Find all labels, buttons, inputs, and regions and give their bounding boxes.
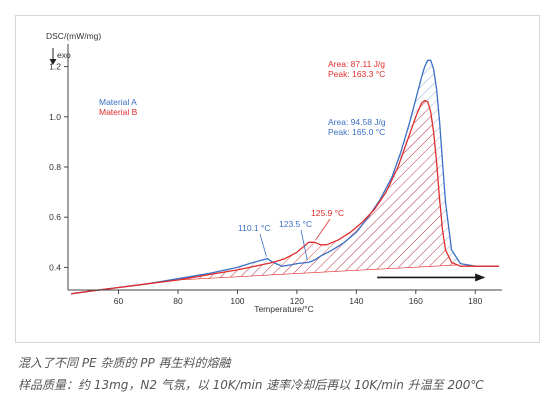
exo-arrow-icon bbox=[49, 59, 57, 65]
annotation-material-b-peak: Peak: 163.3 °C bbox=[328, 69, 385, 79]
peak-leader-110 bbox=[259, 233, 267, 257]
legend-material-a: Material A bbox=[99, 97, 137, 107]
peak-label-123: 123.5 °C bbox=[279, 219, 312, 229]
peak-leader-123 bbox=[300, 229, 308, 261]
peak-label-126: 125.9 °C bbox=[311, 208, 344, 218]
x-axis-title: Temperature/°C bbox=[254, 304, 314, 314]
series-line-material-b bbox=[70, 99, 499, 295]
peak-leader-126 bbox=[315, 218, 331, 241]
y-tick-label: 0.8 bbox=[49, 162, 61, 172]
integration-baseline bbox=[177, 264, 458, 281]
figure-caption-conditions: 样品质量：约 13mg，N2 气氛，以 10K/min 速率冷却后再以 10K/… bbox=[18, 378, 484, 392]
y-tick-label: 0.4 bbox=[49, 262, 61, 272]
y-ticks: 0.4 0.6 0.8 1.0 1.2 bbox=[49, 62, 68, 272]
x-tick-label: 100 bbox=[230, 296, 244, 306]
x-tick-label: 120 bbox=[290, 296, 304, 306]
x-tick-label: 140 bbox=[349, 296, 363, 306]
figure-caption-title: 混入了不同 PE 杂质的 PP 再生料的熔融 bbox=[18, 356, 231, 370]
x-tick-label: 160 bbox=[409, 296, 423, 306]
hatched-area-material-b bbox=[178, 100, 458, 280]
y-axis-title: DSC/(mW/mg) bbox=[46, 31, 101, 41]
annotation-material-b-area: Area: 87.11 J/g bbox=[328, 59, 385, 69]
y-tick-label: 0.6 bbox=[49, 212, 61, 222]
annotation-material-a-area: Area: 94.58 J/g bbox=[328, 117, 386, 127]
legend-material-b: Material B bbox=[99, 107, 138, 117]
y-tick-label: 1.2 bbox=[49, 62, 61, 72]
figure-frame: 60 80 100 120 140 160 180 0.4 0.6 0.8 1.0 1.2 DSC/… bbox=[15, 15, 540, 343]
x-tick-label: 180 bbox=[468, 296, 482, 306]
hatched-area-layer bbox=[177, 60, 458, 281]
series-line-material-a bbox=[70, 59, 499, 295]
dsc-chart: 60 80 100 120 140 160 180 0.4 0.6 0.8 1.0 1.2 DSC/… bbox=[46, 31, 502, 314]
series-layer bbox=[70, 59, 499, 295]
x-tick-label: 80 bbox=[173, 296, 183, 306]
peak-label-110: 110.1 °C bbox=[238, 223, 271, 233]
exo-label: exo bbox=[57, 50, 71, 60]
x-ticks: 60 80 100 120 140 160 180 bbox=[114, 290, 483, 306]
annotation-material-a-peak: Peak: 165.0 °C bbox=[328, 127, 385, 137]
y-tick-label: 1.0 bbox=[49, 112, 61, 122]
x-tick-label: 60 bbox=[114, 296, 124, 306]
